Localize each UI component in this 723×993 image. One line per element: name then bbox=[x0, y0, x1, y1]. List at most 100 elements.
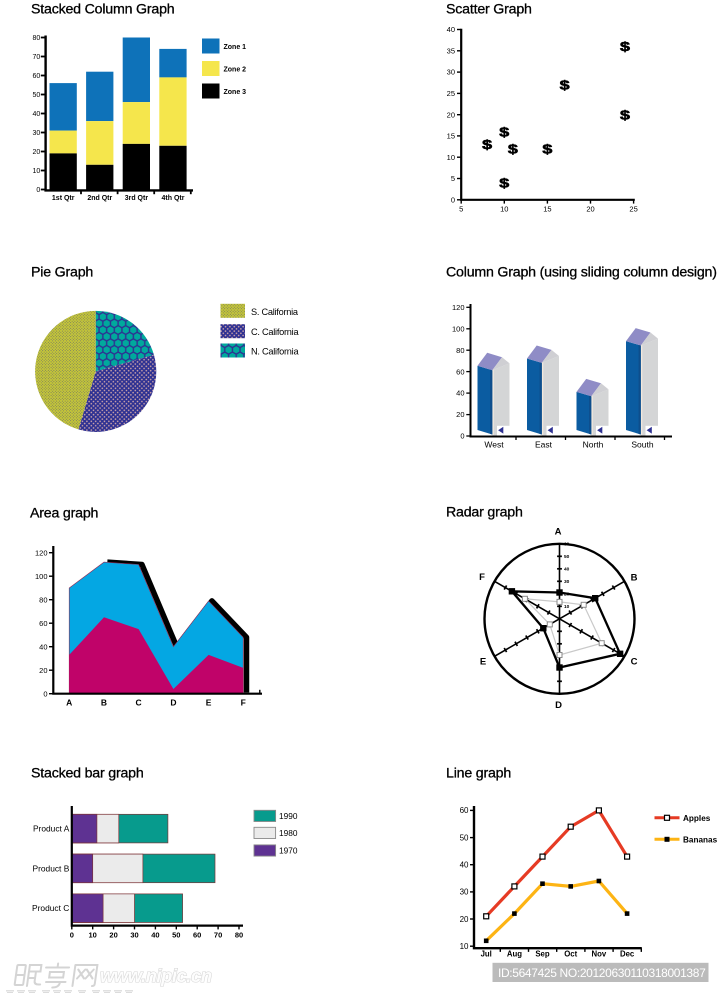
svg-text:ID:5647425 NO:2012063011031800: ID:5647425 NO:20120630110318001387 bbox=[498, 966, 706, 980]
svg-text:N. California: N. California bbox=[251, 347, 299, 357]
svg-text:West: West bbox=[484, 440, 504, 450]
svg-text:$: $ bbox=[482, 138, 492, 152]
svg-text:Oct: Oct bbox=[564, 949, 577, 958]
svg-text:10: 10 bbox=[564, 604, 570, 610]
svg-text:E: E bbox=[480, 657, 486, 668]
svg-text:$: $ bbox=[560, 79, 570, 93]
svg-text:$: $ bbox=[620, 40, 630, 54]
svg-text:20: 20 bbox=[109, 931, 117, 940]
svg-text:Stacked Column Graph: Stacked Column Graph bbox=[31, 2, 174, 18]
svg-text:C: C bbox=[631, 657, 638, 668]
svg-text:40: 40 bbox=[456, 389, 464, 398]
svg-text:10: 10 bbox=[33, 168, 41, 175]
svg-text:40: 40 bbox=[564, 567, 570, 573]
svg-text:2nd Qtr: 2nd Qtr bbox=[87, 195, 112, 202]
svg-text:Zone 1: Zone 1 bbox=[224, 44, 247, 51]
svg-text:1970: 1970 bbox=[279, 846, 298, 856]
svg-text:40: 40 bbox=[33, 111, 41, 118]
svg-text:50: 50 bbox=[564, 554, 570, 560]
svg-text:Area graph: Area graph bbox=[30, 506, 98, 522]
svg-text:80: 80 bbox=[456, 346, 464, 355]
svg-text:Sep: Sep bbox=[535, 949, 550, 958]
svg-text:1980: 1980 bbox=[279, 828, 298, 838]
svg-text:120: 120 bbox=[35, 548, 48, 557]
svg-text:Apples: Apples bbox=[683, 814, 711, 823]
svg-text:Product B: Product B bbox=[33, 863, 70, 873]
svg-text:30: 30 bbox=[130, 931, 138, 940]
svg-text:1990: 1990 bbox=[279, 811, 298, 821]
svg-text:D: D bbox=[555, 700, 562, 711]
svg-text:$: $ bbox=[499, 126, 509, 140]
svg-text:70: 70 bbox=[214, 931, 222, 940]
svg-text:0: 0 bbox=[451, 195, 455, 204]
svg-text:60: 60 bbox=[39, 619, 47, 628]
svg-text:20: 20 bbox=[586, 205, 594, 214]
svg-text:40: 40 bbox=[151, 931, 159, 940]
svg-text:Pie Graph: Pie Graph bbox=[31, 265, 93, 281]
svg-text:20: 20 bbox=[33, 149, 41, 156]
svg-text:Column Graph (using sliding co: Column Graph (using sliding column desig… bbox=[446, 265, 717, 281]
svg-text:30: 30 bbox=[33, 130, 41, 137]
svg-text:0: 0 bbox=[460, 432, 464, 441]
svg-text:80: 80 bbox=[33, 35, 41, 42]
svg-text:Bananas: Bananas bbox=[683, 835, 718, 844]
svg-text:Stacked bar graph: Stacked bar graph bbox=[31, 766, 144, 782]
svg-text:Zone 2: Zone 2 bbox=[224, 66, 247, 73]
svg-text:70: 70 bbox=[33, 54, 41, 61]
svg-text:35: 35 bbox=[447, 46, 455, 55]
svg-text:100: 100 bbox=[452, 324, 465, 333]
svg-text:$: $ bbox=[542, 143, 552, 157]
svg-text:Line graph: Line graph bbox=[446, 766, 511, 782]
svg-text:1st Qtr: 1st Qtr bbox=[52, 195, 75, 202]
svg-text:Nov: Nov bbox=[592, 949, 607, 958]
svg-text:40: 40 bbox=[39, 642, 47, 651]
svg-text:100: 100 bbox=[35, 572, 48, 581]
svg-text:20: 20 bbox=[460, 915, 469, 924]
svg-text:25: 25 bbox=[447, 89, 455, 98]
svg-text:10: 10 bbox=[460, 942, 469, 951]
svg-text:Product C: Product C bbox=[32, 903, 69, 913]
svg-text:4th Qtr: 4th Qtr bbox=[162, 195, 185, 202]
svg-text:80: 80 bbox=[235, 931, 243, 940]
svg-text:5: 5 bbox=[459, 205, 463, 214]
svg-text:80: 80 bbox=[39, 595, 47, 604]
svg-text:50: 50 bbox=[33, 92, 41, 99]
svg-text:B: B bbox=[631, 573, 638, 584]
svg-text:20: 20 bbox=[39, 666, 47, 675]
svg-text:30: 30 bbox=[460, 888, 469, 897]
svg-text:60: 60 bbox=[456, 367, 464, 376]
svg-text:10: 10 bbox=[89, 931, 97, 940]
svg-text:Product A: Product A bbox=[33, 824, 70, 834]
svg-text:F: F bbox=[241, 698, 246, 708]
svg-text:25: 25 bbox=[629, 205, 637, 214]
svg-text:0: 0 bbox=[36, 187, 40, 194]
svg-text:$: $ bbox=[499, 177, 509, 191]
svg-text:Scatter Graph: Scatter Graph bbox=[446, 2, 532, 18]
svg-text:E: E bbox=[206, 698, 212, 708]
svg-text:40: 40 bbox=[447, 25, 455, 34]
svg-text:10: 10 bbox=[500, 205, 508, 214]
svg-text:60: 60 bbox=[33, 73, 41, 80]
svg-text:Radar graph: Radar graph bbox=[446, 505, 523, 521]
svg-text:60: 60 bbox=[193, 931, 201, 940]
svg-text:20: 20 bbox=[456, 410, 464, 419]
svg-text:F: F bbox=[479, 572, 485, 583]
svg-text:North: North bbox=[583, 440, 604, 450]
svg-text:5: 5 bbox=[451, 174, 455, 183]
svg-text:60: 60 bbox=[564, 542, 570, 548]
svg-text:50: 50 bbox=[172, 931, 180, 940]
svg-text:D: D bbox=[170, 698, 176, 708]
svg-text:$: $ bbox=[508, 143, 518, 157]
svg-text:C. California: C. California bbox=[251, 327, 299, 337]
svg-text:Dec: Dec bbox=[620, 949, 635, 958]
svg-text:30: 30 bbox=[564, 579, 570, 585]
svg-text:50: 50 bbox=[460, 833, 469, 842]
svg-text:15: 15 bbox=[543, 205, 551, 214]
svg-text:S. California: S. California bbox=[251, 307, 299, 317]
svg-text:A: A bbox=[66, 698, 72, 708]
svg-text:20: 20 bbox=[447, 110, 455, 119]
svg-text:3rd Qtr: 3rd Qtr bbox=[125, 195, 149, 202]
svg-text:0: 0 bbox=[43, 689, 47, 698]
svg-text:0: 0 bbox=[70, 931, 74, 940]
svg-text:10: 10 bbox=[447, 153, 455, 162]
